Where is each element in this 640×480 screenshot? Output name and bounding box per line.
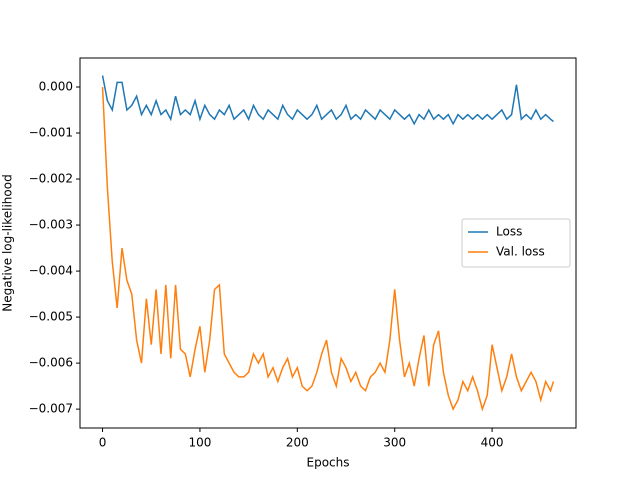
- x-axis-label: Epochs: [307, 456, 350, 470]
- legend-label: Val. loss: [496, 245, 545, 259]
- y-tick-label: −0.003: [29, 218, 73, 232]
- y-tick-label: −0.002: [29, 172, 73, 186]
- x-tick-label: 200: [286, 436, 309, 450]
- y-tick-label: −0.004: [29, 264, 73, 278]
- y-axis-label: Negative log-likelihood: [1, 174, 15, 311]
- x-tick-label: 0: [99, 436, 107, 450]
- series-line: [101, 75, 554, 126]
- x-tick-label: 100: [188, 436, 211, 450]
- series-line: [101, 86, 555, 412]
- y-tick-label: −0.005: [29, 310, 73, 324]
- y-tick-label: −0.001: [29, 126, 73, 140]
- plot-frame: [79, 57, 577, 429]
- x-tick-label: 300: [383, 436, 406, 450]
- y-tick-label: −0.006: [29, 356, 73, 370]
- y-tick-label: 0.000: [39, 79, 73, 93]
- x-tick-label: 400: [481, 436, 504, 450]
- legend-box: [461, 218, 571, 268]
- legend-label: Loss: [496, 225, 522, 239]
- y-tick-label: −0.007: [29, 402, 73, 416]
